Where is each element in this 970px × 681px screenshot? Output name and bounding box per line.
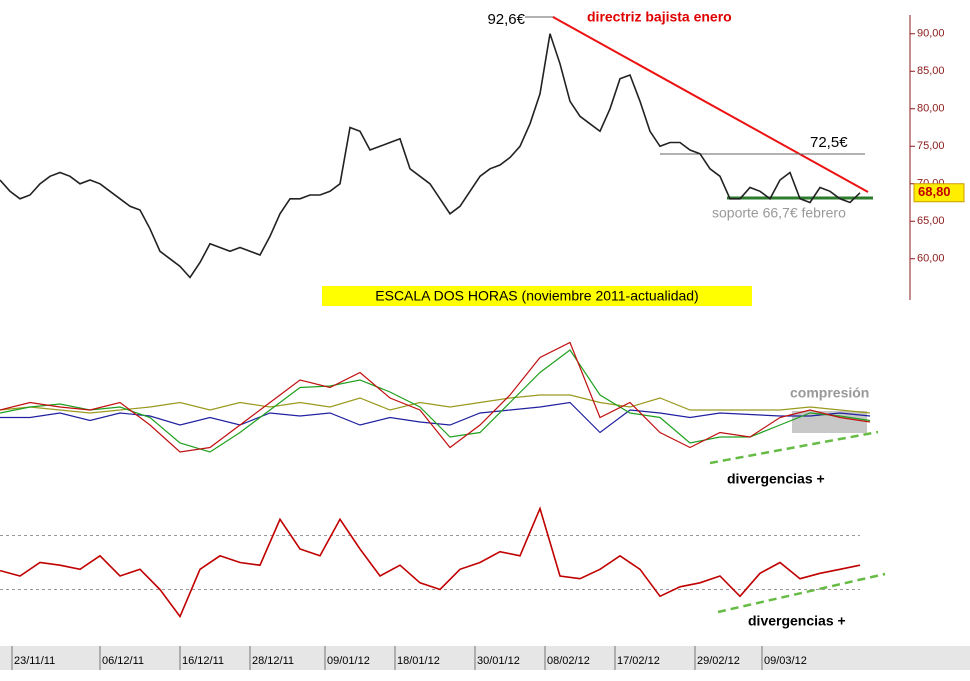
annotation: divergencias + bbox=[748, 613, 846, 629]
x-tick-label: 09/03/12 bbox=[764, 655, 807, 667]
x-tick-label: 17/02/12 bbox=[617, 655, 660, 667]
y-tick-label: 80,00 bbox=[917, 103, 945, 115]
y-tick-label: 75,00 bbox=[917, 140, 945, 152]
last-price-box bbox=[913, 183, 965, 203]
x-tick-label: 29/02/12 bbox=[697, 655, 740, 667]
resistance-trendline bbox=[552, 16, 869, 193]
divergence-line bbox=[709, 430, 879, 465]
annotation: soporte 66,7€ febrero bbox=[712, 205, 846, 221]
series-line bbox=[0, 506, 861, 619]
annotation: directriz bajista enero bbox=[587, 9, 732, 25]
annotation: 92,6€ bbox=[487, 11, 525, 28]
series-line bbox=[0, 394, 871, 414]
y-tick-label: 60,00 bbox=[917, 253, 945, 265]
x-tick-label: 09/01/12 bbox=[327, 655, 370, 667]
y-tick-label: 65,00 bbox=[917, 215, 945, 227]
annotation: divergencias + bbox=[727, 471, 825, 487]
title-box bbox=[322, 286, 752, 306]
x-tick-label: 18/01/12 bbox=[397, 655, 440, 667]
y-tick-label: 85,00 bbox=[917, 65, 945, 77]
annotation: 72,5€ bbox=[810, 134, 848, 151]
x-tick-label: 06/12/11 bbox=[102, 655, 144, 667]
x-tick-label: 28/12/11 bbox=[252, 655, 294, 667]
divergence-line bbox=[717, 572, 886, 614]
x-tick-label: 23/11/11 bbox=[14, 655, 55, 667]
annotation: compresión bbox=[790, 385, 869, 401]
series-line bbox=[0, 33, 861, 279]
series-line bbox=[0, 341, 871, 453]
x-tick-label: 16/12/11 bbox=[182, 655, 224, 667]
x-tick-label: 08/02/12 bbox=[547, 655, 590, 667]
x-axis-bar bbox=[0, 646, 970, 670]
last-price-label: 68,80 bbox=[918, 184, 951, 199]
series-line bbox=[0, 349, 871, 453]
y-tick-label: 90,00 bbox=[917, 28, 945, 40]
x-tick-label: 30/01/12 bbox=[477, 655, 520, 667]
chart-title: ESCALA DOS HORAS (noviembre 2011-actuali… bbox=[375, 288, 698, 304]
